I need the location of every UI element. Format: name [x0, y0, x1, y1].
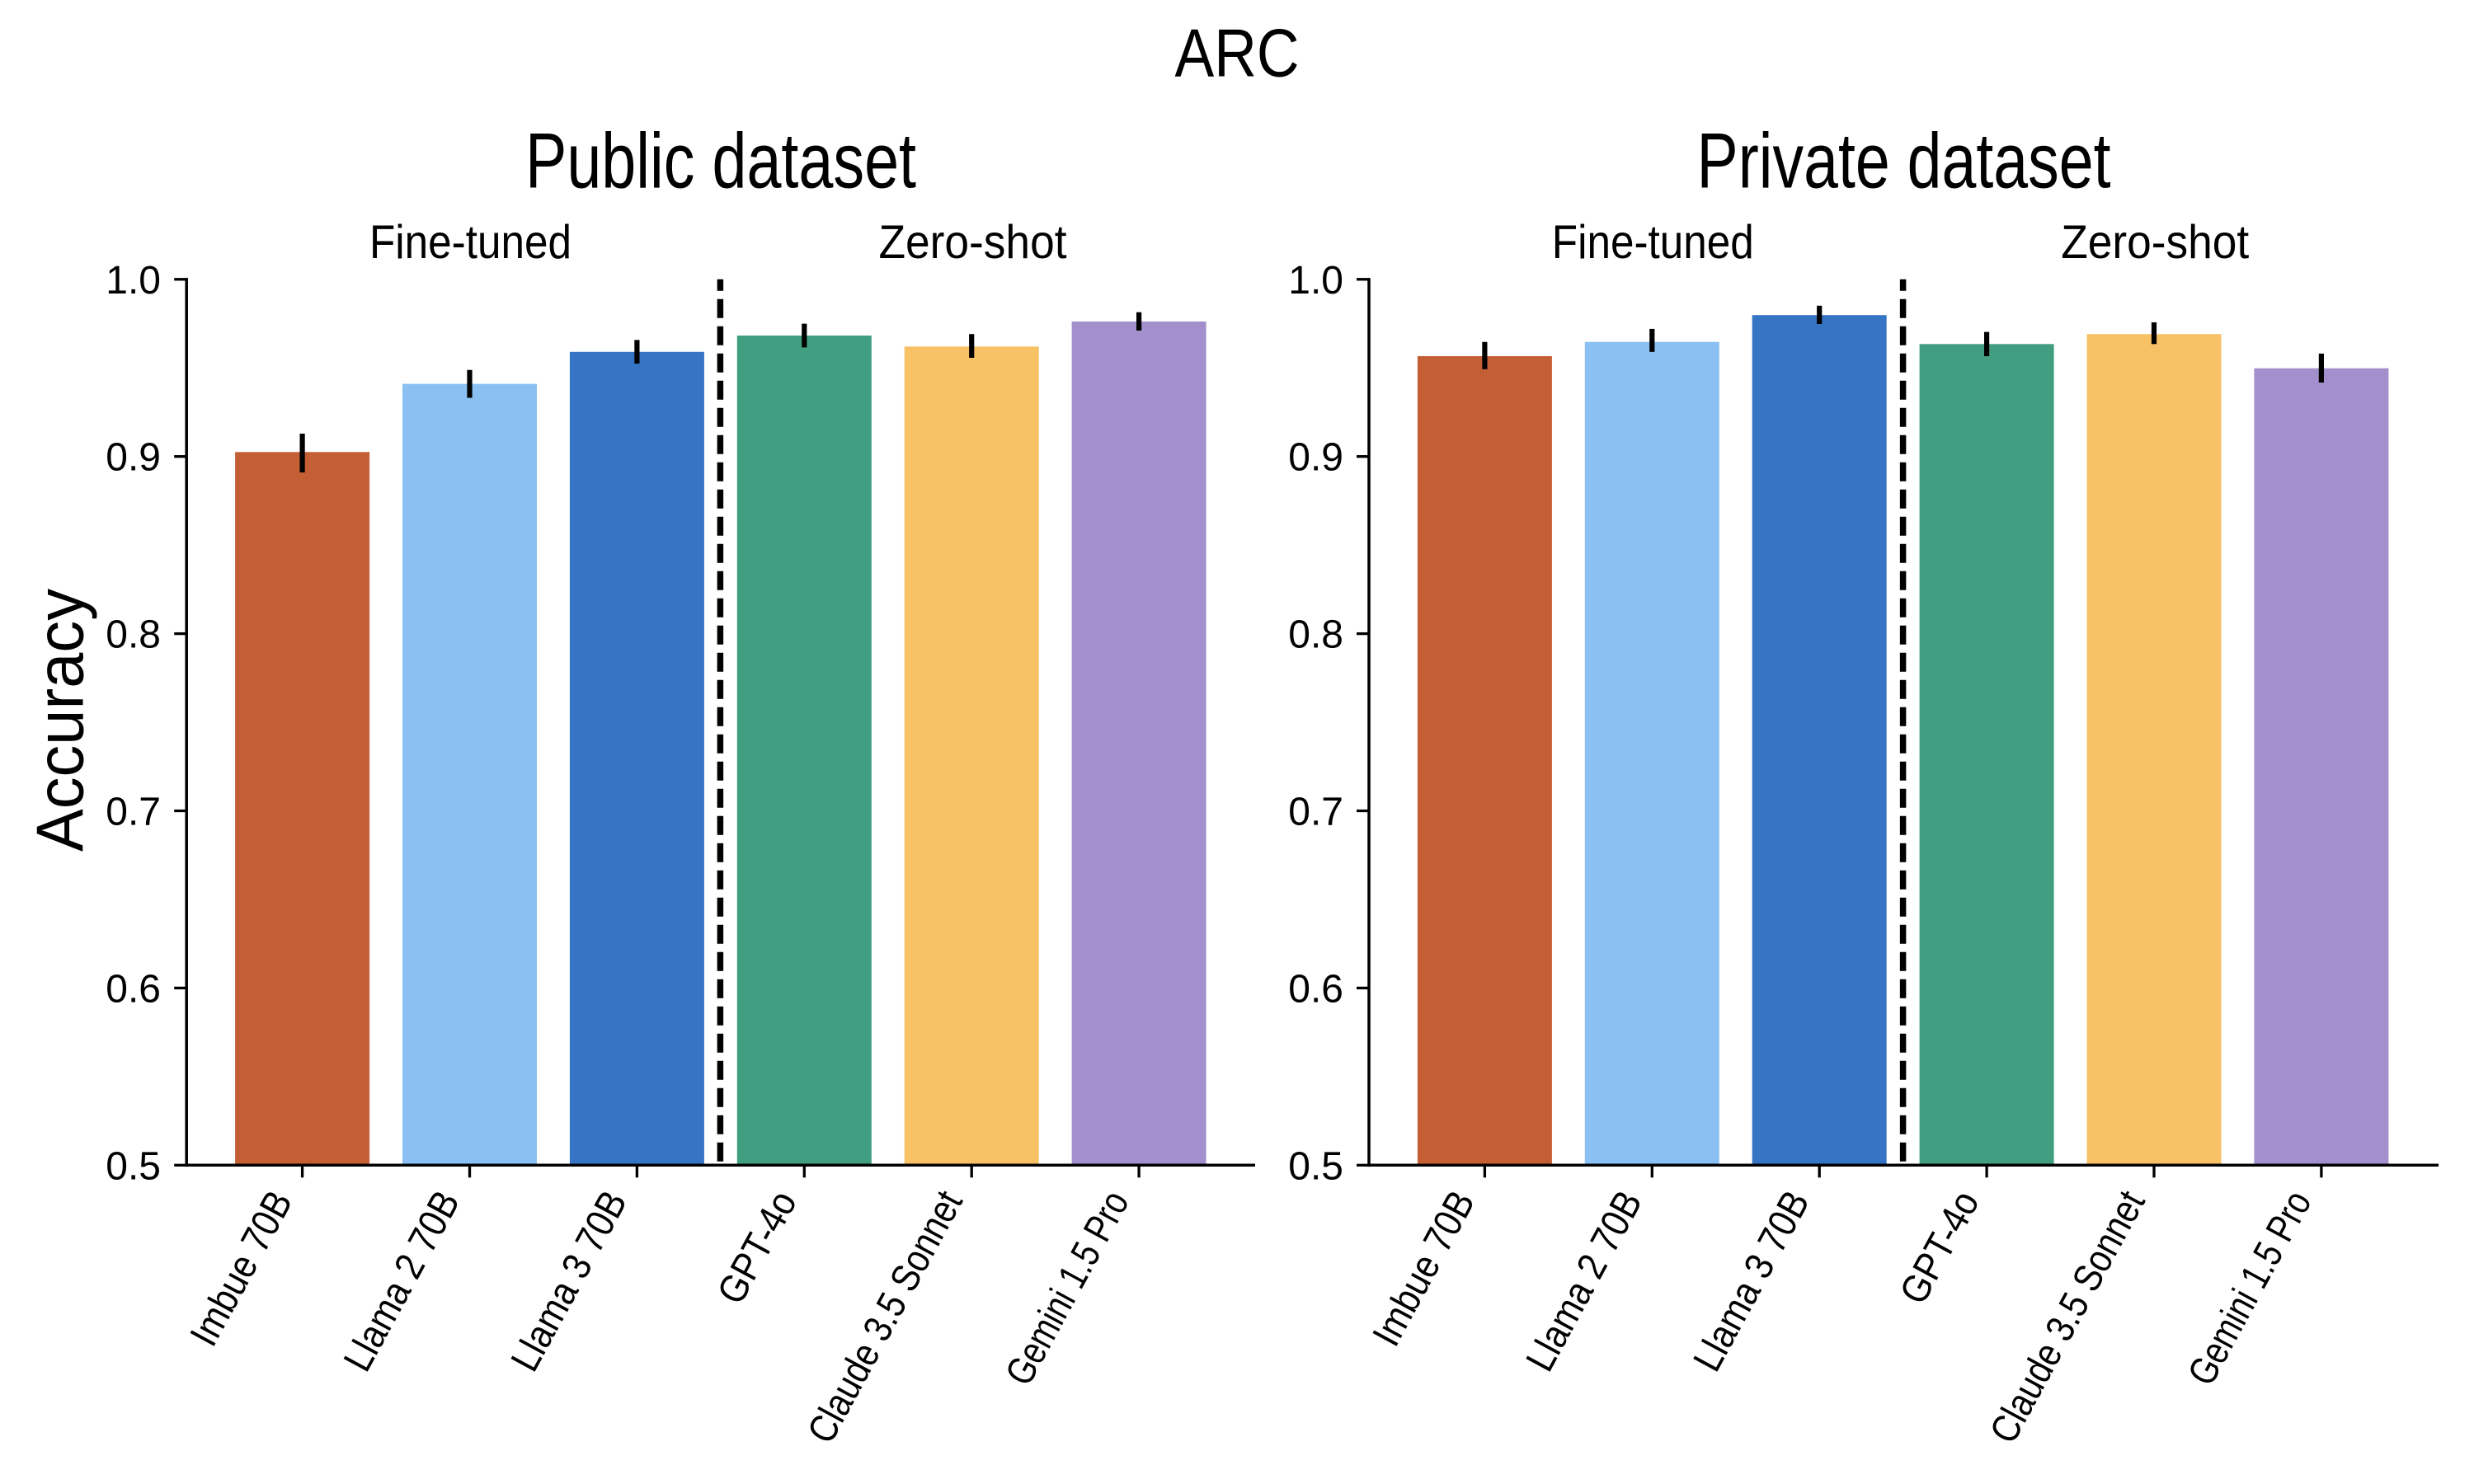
- svg-text:Private dataset: Private dataset: [1697, 118, 2111, 205]
- svg-text:0.9: 0.9: [1288, 436, 1343, 480]
- svg-text:Zero-shot: Zero-shot: [879, 216, 1067, 269]
- svg-text:1.0: 1.0: [106, 259, 161, 303]
- svg-text:1.0: 1.0: [1288, 259, 1343, 303]
- svg-text:Accuracy: Accuracy: [24, 588, 98, 852]
- svg-text:0.6: 0.6: [106, 967, 161, 1011]
- svg-text:0.6: 0.6: [1288, 967, 1343, 1011]
- svg-text:ARC: ARC: [1175, 15, 1300, 91]
- svg-text:Zero-shot: Zero-shot: [2061, 216, 2249, 269]
- svg-text:0.9: 0.9: [106, 436, 161, 480]
- svg-text:Public dataset: Public dataset: [525, 118, 916, 205]
- svg-text:0.8: 0.8: [106, 613, 161, 657]
- svg-text:Fine-tuned: Fine-tuned: [369, 216, 571, 269]
- svg-text:Fine-tuned: Fine-tuned: [1552, 216, 1754, 269]
- svg-text:0.7: 0.7: [1288, 791, 1343, 834]
- svg-text:0.5: 0.5: [1288, 1144, 1343, 1188]
- svg-text:0.5: 0.5: [106, 1144, 161, 1188]
- svg-text:0.7: 0.7: [106, 791, 161, 834]
- svg-text:0.8: 0.8: [1288, 613, 1343, 657]
